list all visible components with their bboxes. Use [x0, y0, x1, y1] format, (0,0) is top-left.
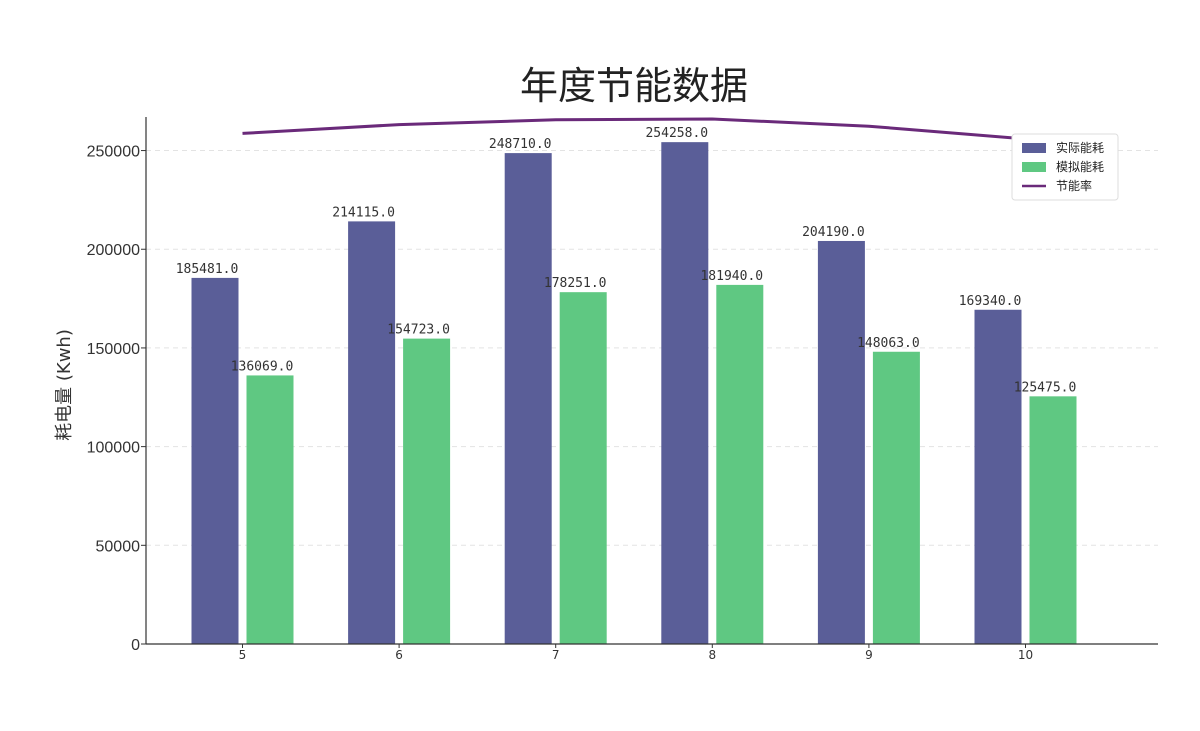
bar-0-1: [348, 221, 396, 645]
grid-lines: [146, 150, 1158, 546]
bar-1-1: [403, 338, 451, 644]
legend-label-simulated: 模拟能耗: [1056, 160, 1104, 174]
bar-1-3: [716, 284, 764, 644]
y-tick-label-2: 100000: [87, 440, 140, 457]
x-tick-label-1: 6: [395, 648, 403, 662]
rate-line-path: [242, 117, 1026, 141]
data-labels: 185481.0 214115.0 248710.0 254258.0 204190.0…: [176, 126, 1077, 395]
data-label-1-1: 154723.0: [387, 323, 450, 338]
legend: 实际能耗 模拟能耗 节能率: [1011, 133, 1119, 201]
y-tick-label-0: 0: [131, 637, 140, 654]
legend-swatch-simulated: [1022, 162, 1046, 172]
y-tick-label-1: 50000: [96, 538, 141, 555]
bars: [191, 142, 1077, 645]
bar-1-0: [246, 375, 294, 644]
data-label-1-0: 136069.0: [231, 359, 294, 374]
chart-title: 年度节能数据: [520, 64, 748, 108]
x-tick-label-4: 9: [865, 648, 873, 662]
y-tick-label-3: 150000: [87, 341, 140, 358]
x-tick-label-0: 5: [239, 648, 247, 662]
data-label-0-1: 214115.0: [332, 205, 395, 220]
y-axis-label: 耗电量 (Kwh): [54, 329, 75, 441]
bar-1-5: [1029, 396, 1077, 644]
data-label-1-4: 148063.0: [857, 336, 920, 351]
bar-0-0: [191, 277, 239, 644]
bar-1-2: [559, 292, 607, 644]
bar-0-4: [817, 240, 865, 644]
x-tick-label-3: 8: [708, 648, 716, 662]
data-label-0-3: 254258.0: [645, 126, 708, 141]
x-tick-label-2: 7: [552, 648, 560, 662]
legend-swatch-actual: [1022, 143, 1046, 153]
x-ticks: 5 6 7 8 9 10: [239, 644, 1033, 662]
data-label-0-0: 185481.0: [176, 262, 239, 277]
legend-label-rate: 节能率: [1056, 178, 1092, 193]
x-tick-label-5: 10: [1018, 648, 1033, 662]
bar-1-4: [872, 351, 920, 644]
data-label-1-5: 125475.0: [1014, 380, 1077, 395]
data-label-0-5: 169340.0: [959, 294, 1022, 309]
rate-line: [242, 117, 1026, 141]
bar-0-2: [504, 153, 552, 644]
bar-0-5: [974, 309, 1022, 644]
data-label-0-2: 248710.0: [489, 137, 552, 152]
y-tick-label-5: 250000: [87, 144, 140, 161]
data-label-0-4: 204190.0: [802, 225, 865, 240]
data-label-1-2: 178251.0: [544, 276, 607, 291]
axes: [145, 117, 1158, 645]
y-tick-label-4: 200000: [87, 242, 140, 259]
bar-0-3: [661, 142, 709, 644]
data-label-1-3: 181940.0: [700, 269, 763, 284]
legend-label-actual: 实际能耗: [1056, 140, 1104, 155]
y-ticks: 0 50000 100000 150000 200000 250000: [87, 144, 146, 654]
